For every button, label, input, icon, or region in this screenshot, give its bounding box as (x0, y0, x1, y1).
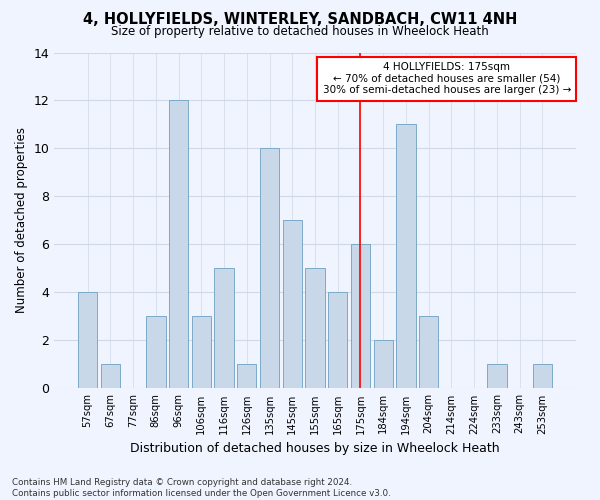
Text: 4, HOLLYFIELDS, WINTERLEY, SANDBACH, CW11 4NH: 4, HOLLYFIELDS, WINTERLEY, SANDBACH, CW1… (83, 12, 517, 28)
Bar (146, 316, 166, 388)
Bar (419, 316, 439, 388)
Bar (78, 292, 97, 388)
Bar (533, 364, 552, 388)
Text: Contains HM Land Registry data © Crown copyright and database right 2024.
Contai: Contains HM Land Registry data © Crown c… (12, 478, 391, 498)
Text: 4 HOLLYFIELDS: 175sqm
← 70% of detached houses are smaller (54)
30% of semi-deta: 4 HOLLYFIELDS: 175sqm ← 70% of detached … (323, 62, 571, 96)
Bar (214, 268, 234, 388)
Bar (101, 364, 120, 388)
Bar (169, 100, 188, 389)
Bar (237, 364, 256, 388)
Text: Size of property relative to detached houses in Wheelock Heath: Size of property relative to detached ho… (111, 25, 489, 38)
Y-axis label: Number of detached properties: Number of detached properties (15, 128, 28, 314)
Bar (305, 268, 325, 388)
Bar (374, 340, 393, 388)
Bar (487, 364, 506, 388)
Bar (283, 220, 302, 388)
Bar (191, 316, 211, 388)
Bar (328, 292, 347, 388)
Bar (351, 244, 370, 388)
X-axis label: Distribution of detached houses by size in Wheelock Heath: Distribution of detached houses by size … (130, 442, 500, 455)
Bar (396, 124, 416, 388)
Bar (260, 148, 279, 388)
